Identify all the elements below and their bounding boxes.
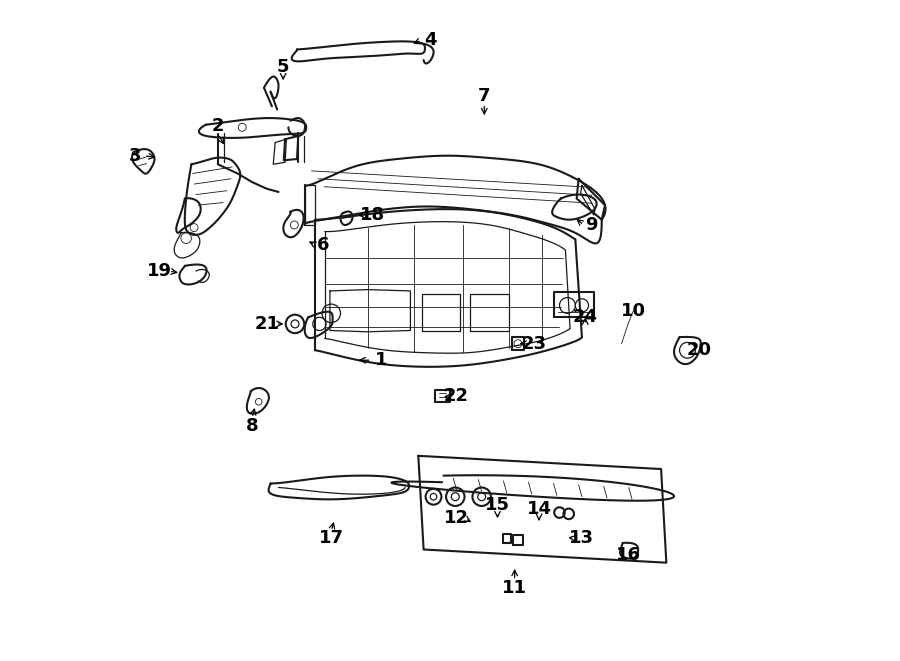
Text: 12: 12 [444, 510, 469, 527]
Text: 23: 23 [521, 334, 546, 353]
Text: 6: 6 [317, 236, 329, 254]
Text: 13: 13 [570, 529, 594, 547]
Text: 1: 1 [374, 351, 387, 369]
Text: 21: 21 [254, 315, 279, 333]
Text: 9: 9 [586, 216, 598, 234]
Text: 2: 2 [212, 117, 224, 135]
Text: 7: 7 [478, 87, 491, 105]
Text: 20: 20 [687, 341, 712, 360]
Text: 10: 10 [621, 301, 646, 320]
Text: 8: 8 [246, 417, 258, 435]
Text: 14: 14 [526, 500, 552, 518]
Text: 19: 19 [148, 262, 172, 280]
Text: 4: 4 [424, 31, 436, 50]
Text: 22: 22 [444, 387, 469, 405]
Text: 3: 3 [129, 147, 141, 165]
Text: 15: 15 [485, 496, 510, 514]
Text: 18: 18 [360, 206, 384, 224]
Text: 16: 16 [616, 546, 641, 564]
Text: 5: 5 [277, 58, 290, 75]
Text: 11: 11 [502, 579, 527, 597]
Text: 24: 24 [572, 308, 598, 327]
Text: 17: 17 [319, 529, 344, 547]
